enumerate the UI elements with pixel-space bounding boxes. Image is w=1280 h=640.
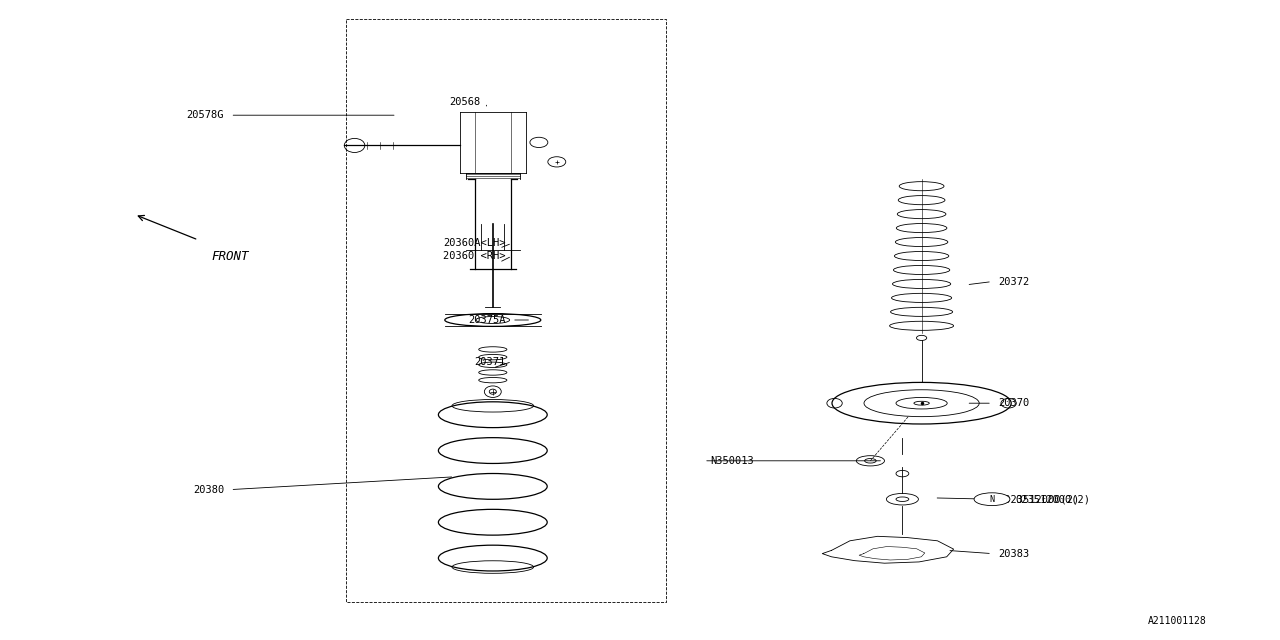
Text: N350013: N350013 xyxy=(710,456,754,466)
Text: 20380: 20380 xyxy=(193,484,224,495)
Text: 20370: 20370 xyxy=(998,398,1029,408)
Text: 20372: 20372 xyxy=(998,276,1029,287)
Text: N023512000(2): N023512000(2) xyxy=(998,494,1079,504)
Text: N: N xyxy=(989,495,995,504)
Text: 023512000(2): 023512000(2) xyxy=(1015,494,1091,504)
Text: 20578G: 20578G xyxy=(187,110,224,120)
Text: 20383: 20383 xyxy=(998,548,1029,559)
Ellipse shape xyxy=(974,493,1010,506)
Text: 20568: 20568 xyxy=(449,97,480,108)
Text: FRONT: FRONT xyxy=(211,250,248,262)
Text: 20360 <RH>: 20360 <RH> xyxy=(443,251,506,261)
Text: 20375A: 20375A xyxy=(468,315,506,325)
Text: 20360A<LH>: 20360A<LH> xyxy=(443,238,506,248)
Text: A211001128: A211001128 xyxy=(1148,616,1207,626)
Text: 20371: 20371 xyxy=(475,356,506,367)
